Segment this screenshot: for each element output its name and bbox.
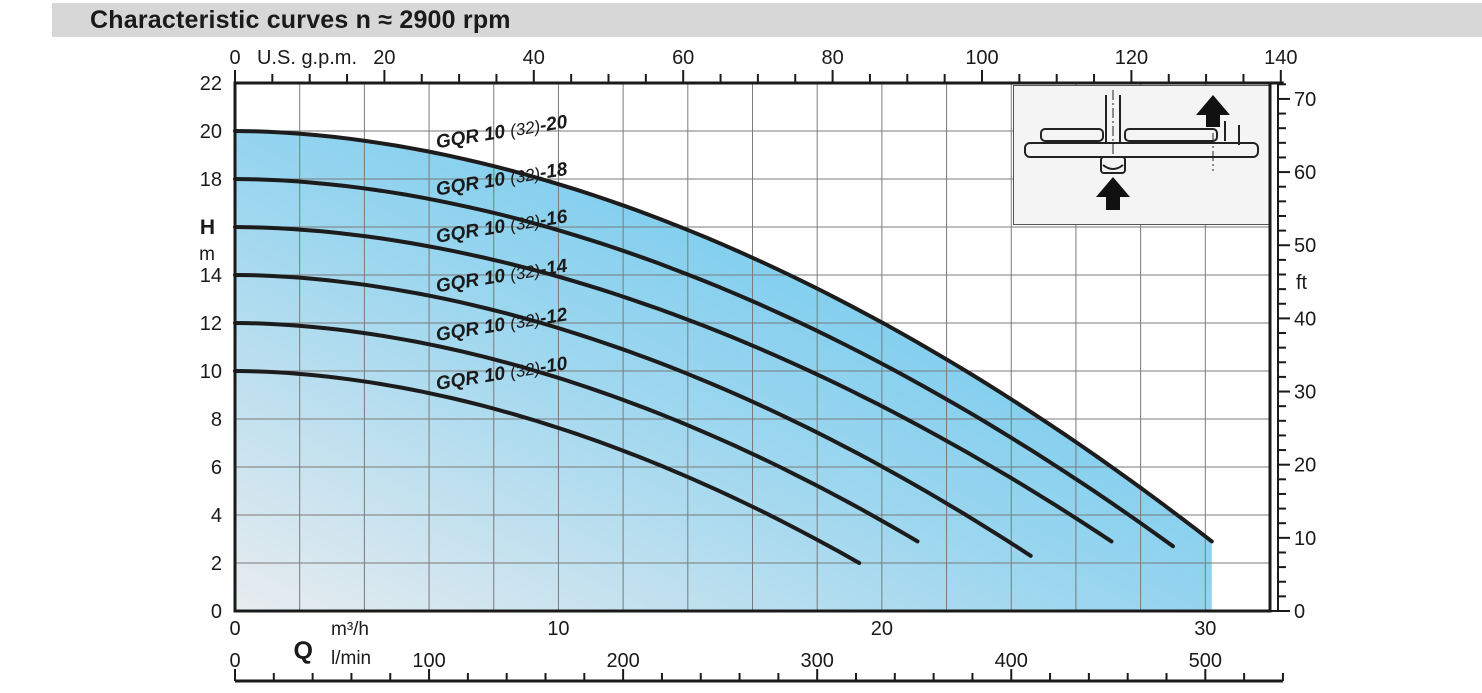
lmin-tick-label: 100 <box>412 650 445 672</box>
curve-GQR-10-32--20 <box>233 129 1214 544</box>
left-axis-symbol: H <box>200 216 215 239</box>
right-axis-tick-label: 40 <box>1294 308 1316 330</box>
page-title: Characteristic curves n ≈ 2900 rpm <box>90 5 511 34</box>
axis-left-head-m: 0 2 4 6 8 10 12 14 18 20 22 Hm <box>199 73 222 623</box>
curve-GQR-10-32--16 <box>233 225 1114 544</box>
left-axis-tick-label: 2 <box>211 553 222 575</box>
left-axis-tick-label: 14 <box>200 265 222 287</box>
lmin-tick-label: 0 <box>229 650 240 672</box>
pump-curves <box>233 129 1214 565</box>
top-axis-tick-label: 140 <box>1264 47 1297 69</box>
right-axis-tick-label: 30 <box>1294 382 1316 404</box>
top-axis-tick-label: 20 <box>373 47 395 69</box>
top-axis-tick-label: 80 <box>821 47 843 69</box>
curve-label: GQR 10 (32)-20 <box>434 112 569 154</box>
right-axis-tick-label: 60 <box>1294 162 1316 184</box>
right-axis-tick-label: 20 <box>1294 455 1316 477</box>
flow-symbol: Q <box>294 637 313 665</box>
left-axis-tick-label: 4 <box>211 505 222 527</box>
lmin-tick-label: 200 <box>606 650 639 672</box>
right-axis-tick-label: 0 <box>1294 601 1305 623</box>
right-axis-tick-label: 70 <box>1294 89 1316 111</box>
left-axis-tick-label: 8 <box>211 409 222 431</box>
lmin-ruler <box>234 669 1284 683</box>
right-axis-unit: ft <box>1296 272 1308 294</box>
left-axis-tick-label: 18 <box>200 169 222 191</box>
axis-bottom-flow: 0 10 20 30 m³/h Q l/min 0 100 200 300 400 500 <box>229 618 1284 683</box>
left-axis-tick-label: 22 <box>200 73 222 95</box>
curve-GQR-10-32--12 <box>233 321 920 544</box>
m3h-tick-label: 0 <box>229 618 240 640</box>
top-axis-tick-label: 60 <box>672 47 694 69</box>
lmin-tick-label: 300 <box>801 650 834 672</box>
up-arrow-icon <box>1096 177 1130 210</box>
up-arrow-icon <box>1196 95 1230 127</box>
left-axis-unit: m <box>199 244 215 265</box>
axis-right-ft: 0 10 20 30 40 50 60 70 ft <box>1270 82 1316 623</box>
left-axis-tick-label: 0 <box>211 601 222 623</box>
m3h-tick-label: 30 <box>1194 618 1216 640</box>
top-axis-tick-label: 40 <box>523 47 545 69</box>
gridlines <box>235 83 1270 611</box>
curve-GQR-10-32--10 <box>233 369 862 565</box>
pump-section-inset <box>1013 85 1270 225</box>
m3h-tick-label: 10 <box>547 618 569 640</box>
right-axis-tick-label: 10 <box>1294 528 1316 550</box>
left-axis-tick-label: 12 <box>200 313 222 335</box>
top-axis-tick-label: 100 <box>965 47 998 69</box>
title-bar: Characteristic curves n ≈ 2900 rpm <box>52 3 1482 37</box>
top-axis-unit: U.S. g.p.m. <box>257 47 357 69</box>
left-axis-tick-label: 6 <box>211 457 222 479</box>
left-axis-tick-label: 20 <box>200 121 222 143</box>
lmin-tick-label: 500 <box>1189 650 1222 672</box>
top-axis-tick-label: 0 <box>229 47 240 69</box>
m3h-tick-label: 20 <box>871 618 893 640</box>
top-axis-tick-label: 120 <box>1115 47 1148 69</box>
m3h-unit: m³/h <box>331 619 369 640</box>
curve-GQR-10-32--18 <box>233 177 1175 549</box>
lmin-tick-label: 400 <box>995 650 1028 672</box>
curve-GQR-10-32--14 <box>233 273 1033 558</box>
left-axis-tick-label: 10 <box>200 361 222 383</box>
plot-border <box>233 81 1272 613</box>
lmin-unit: l/min <box>331 648 371 669</box>
right-axis-tick-label: 50 <box>1294 235 1316 257</box>
axis-top-usgpm: 0 20 40 60 80 100 120 140 U.S. g.p.m. <box>229 47 1297 85</box>
